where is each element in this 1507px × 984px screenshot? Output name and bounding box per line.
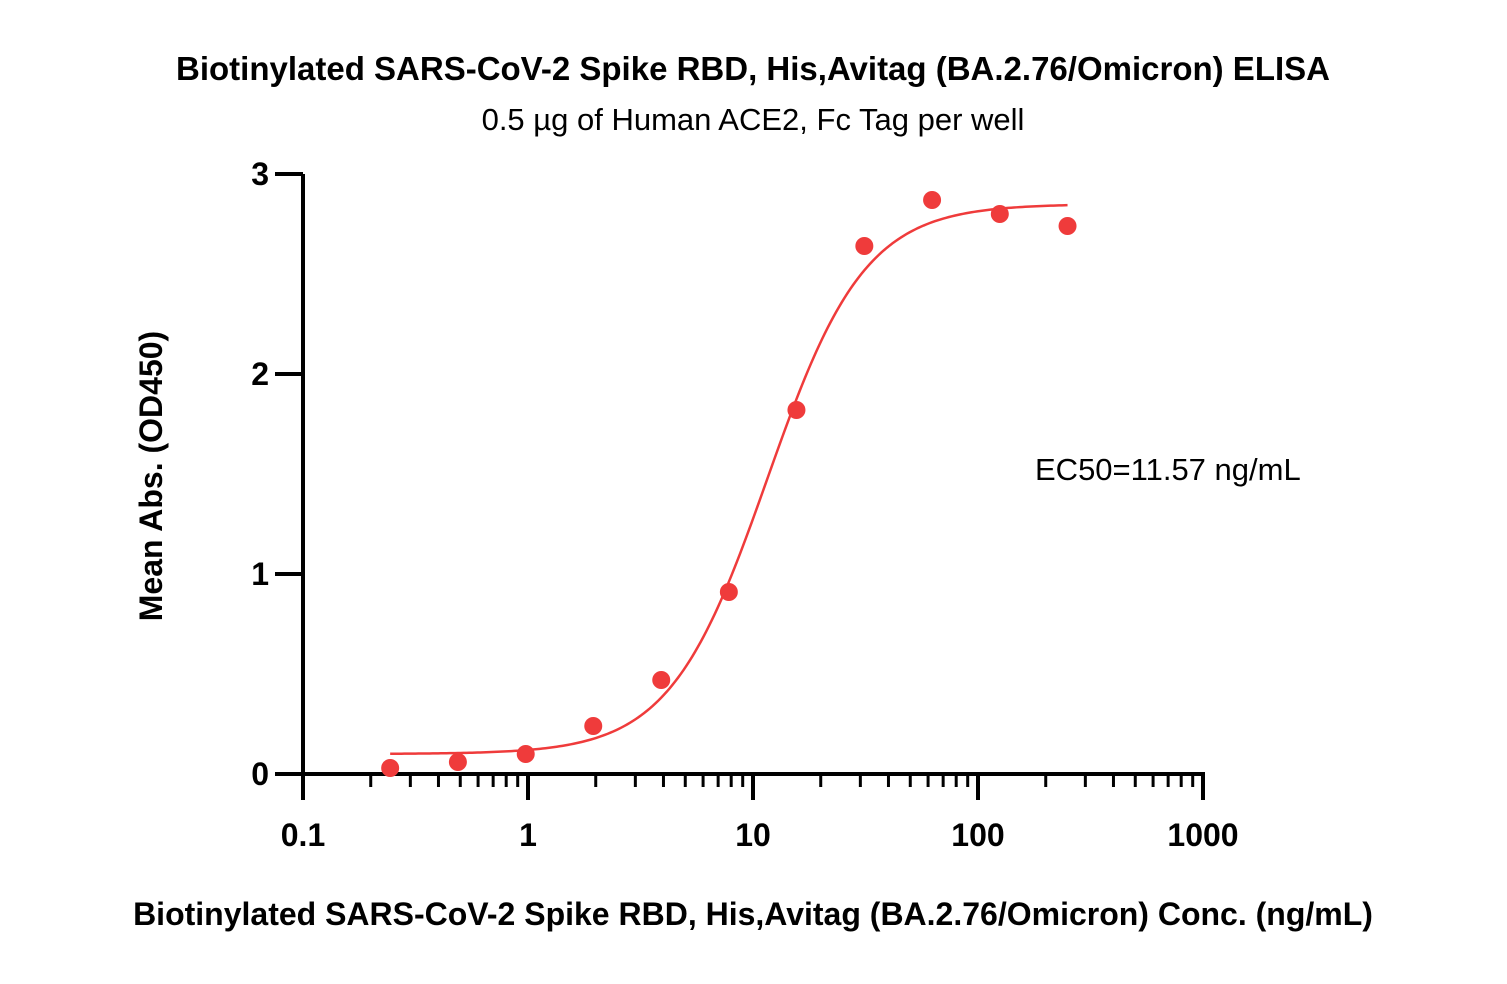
data-point — [516, 745, 535, 763]
fit-curve-layer — [390, 203, 1068, 756]
y-tick-label: 3 — [251, 156, 269, 192]
y-tick-label: 0 — [251, 756, 269, 792]
data-points — [381, 191, 1077, 777]
fit-curve — [390, 203, 1068, 756]
x-tick-label: 1000 — [1167, 817, 1238, 853]
data-point — [719, 583, 738, 601]
y-tick-label: 2 — [251, 356, 269, 392]
axes: 0 1 2 3 0.1 1 10 100 1000 — [251, 156, 1238, 853]
y-axis-label: Mean Abs. (OD450) — [133, 331, 169, 621]
data-point — [381, 759, 400, 777]
data-point — [652, 671, 671, 689]
data-point — [990, 205, 1009, 223]
x-axis-label: Biotinylated SARS-CoV-2 Spike RBD, His,A… — [133, 896, 1373, 932]
data-point — [787, 401, 806, 419]
data-point — [1058, 217, 1077, 235]
data-point — [584, 717, 603, 735]
x-tick-label: 1 — [519, 817, 537, 853]
chart-title: Biotinylated SARS-CoV-2 Spike RBD, His,A… — [176, 50, 1330, 87]
chart-subtitle: 0.5 µg of Human ACE2, Fc Tag per well — [482, 102, 1025, 137]
data-point — [448, 753, 467, 771]
data-point — [923, 191, 942, 209]
x-tick-label: 100 — [951, 817, 1004, 853]
data-point — [855, 237, 874, 255]
x-tick-label: 10 — [735, 817, 771, 853]
x-tick-label: 0.1 — [281, 817, 325, 853]
y-tick-label: 1 — [251, 556, 269, 592]
ec50-annotation: EC50=11.57 ng/mL — [1035, 452, 1301, 487]
